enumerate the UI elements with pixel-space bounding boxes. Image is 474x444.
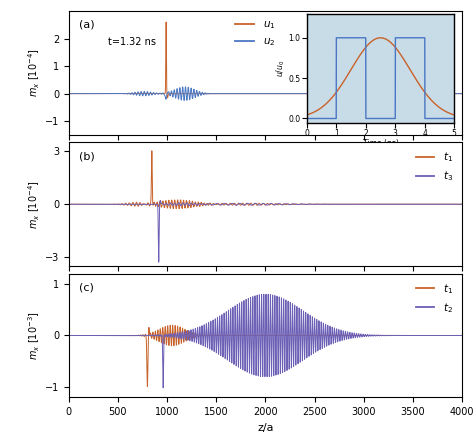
Text: (b): (b) <box>79 151 94 161</box>
Y-axis label: $m_x\ [10^{-4}]$: $m_x\ [10^{-4}]$ <box>27 49 42 97</box>
Text: (c): (c) <box>79 282 93 292</box>
Text: (a): (a) <box>79 20 94 30</box>
Legend: $t_1$, $t_2$: $t_1$, $t_2$ <box>411 278 457 319</box>
X-axis label: z/a: z/a <box>257 423 273 432</box>
Legend: $t_1$, $t_3$: $t_1$, $t_3$ <box>411 147 457 187</box>
Text: t=1.32 ns: t=1.32 ns <box>108 36 156 47</box>
Legend: $u_1$, $u_2$: $u_1$, $u_2$ <box>231 15 279 52</box>
Y-axis label: $m_x\ [10^{-4}]$: $m_x\ [10^{-4}]$ <box>27 180 42 229</box>
Y-axis label: $m_x\ [10^{-3}]$: $m_x\ [10^{-3}]$ <box>27 311 42 360</box>
